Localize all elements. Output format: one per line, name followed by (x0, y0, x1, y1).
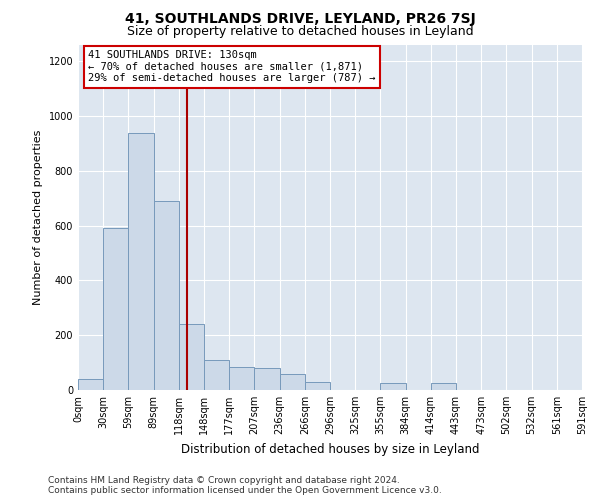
Bar (229, 366, 254, 390)
Text: 41 SOUTHLANDS DRIVE: 130sqm
← 70% of detached houses are smaller (1,871)
29% of : 41 SOUTHLANDS DRIVE: 130sqm ← 70% of det… (88, 50, 376, 84)
Text: Contains HM Land Registry data © Crown copyright and database right 2024.
Contai: Contains HM Land Registry data © Crown c… (48, 476, 442, 495)
Y-axis label: Number of detached properties: Number of detached properties (33, 130, 43, 305)
Text: Size of property relative to detached houses in Leyland: Size of property relative to detached ho… (127, 25, 473, 38)
Bar (380, 383, 406, 390)
X-axis label: Distribution of detached houses by size in Leyland: Distribution of detached houses by size … (181, 442, 479, 456)
Bar (128, 132, 154, 390)
Bar (78, 379, 103, 390)
Bar (431, 383, 456, 390)
Bar (179, 324, 204, 390)
Bar (254, 368, 280, 390)
Bar (305, 382, 330, 390)
Bar (204, 360, 229, 390)
Text: 41, SOUTHLANDS DRIVE, LEYLAND, PR26 7SJ: 41, SOUTHLANDS DRIVE, LEYLAND, PR26 7SJ (125, 12, 475, 26)
Bar (154, 201, 179, 390)
Bar (103, 228, 128, 390)
Bar (280, 374, 305, 390)
